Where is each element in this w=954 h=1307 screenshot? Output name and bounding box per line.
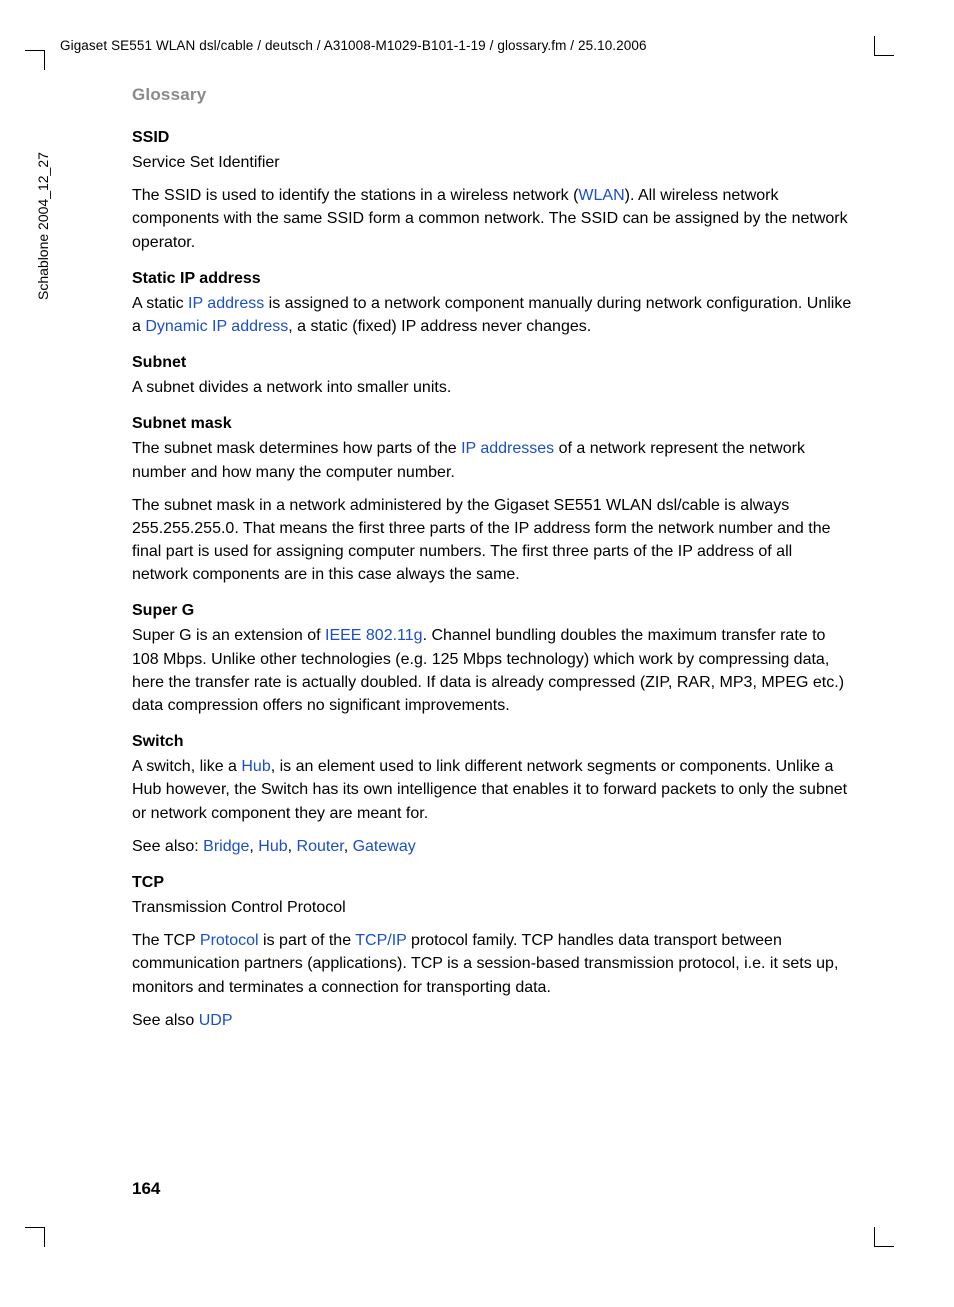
static-ip-body: A static IP address is assigned to a net… (132, 292, 852, 338)
subnet-mask-body2: The subnet mask in a network administere… (132, 494, 852, 587)
link-dynamic-ip[interactable]: Dynamic IP address (145, 318, 288, 335)
template-label: Schablone 2004_12_27 (35, 152, 51, 300)
text: See also: (132, 838, 203, 855)
page-number: 164 (132, 1179, 160, 1199)
section-title: Glossary (132, 85, 852, 105)
text: A static (132, 295, 188, 312)
link-hub2[interactable]: Hub (258, 838, 287, 855)
text: See also (132, 1012, 199, 1029)
glossary-content: Glossary SSID Service Set Identifier The… (132, 85, 852, 1042)
subnet-body: A subnet divides a network into smaller … (132, 376, 852, 399)
term-super-g: Super G (132, 602, 852, 620)
term-subnet: Subnet (132, 354, 852, 372)
text: , (344, 838, 353, 855)
ssid-body: The SSID is used to identify the station… (132, 184, 852, 254)
crop-mark-tl (25, 50, 45, 70)
term-ssid: SSID (132, 129, 852, 147)
switch-body: A switch, like a Hub, is an element used… (132, 755, 852, 825)
tcp-body: The TCP Protocol is part of the TCP/IP p… (132, 929, 852, 999)
text: , (288, 838, 297, 855)
link-ip-address[interactable]: IP address (188, 295, 264, 312)
text: , (249, 838, 258, 855)
tcp-subtitle: Transmission Control Protocol (132, 896, 852, 919)
ssid-subtitle: Service Set Identifier (132, 151, 852, 174)
link-router[interactable]: Router (297, 838, 344, 855)
crop-mark-tr (874, 36, 894, 56)
text: , a static (fixed) IP address never chan… (288, 318, 591, 335)
tcp-see-also: See also UDP (132, 1009, 852, 1032)
link-udp[interactable]: UDP (199, 1012, 233, 1029)
super-g-body: Super G is an extension of IEEE 802.11g.… (132, 624, 852, 717)
document-header: Gigaset SE551 WLAN dsl/cable / deutsch /… (60, 38, 647, 53)
text: Super G is an extension of (132, 627, 325, 644)
text: The SSID is used to identify the station… (132, 187, 578, 204)
link-wlan[interactable]: WLAN (578, 187, 624, 204)
link-hub[interactable]: Hub (241, 758, 270, 775)
link-tcpip[interactable]: TCP/IP (355, 932, 406, 949)
term-tcp: TCP (132, 874, 852, 892)
crop-mark-br (874, 1227, 894, 1247)
link-gateway[interactable]: Gateway (353, 838, 416, 855)
link-ieee[interactable]: IEEE 802.11g (325, 627, 423, 644)
crop-mark-bl (25, 1227, 45, 1247)
text: is part of the (259, 932, 356, 949)
text: The TCP (132, 932, 200, 949)
subnet-mask-body1: The subnet mask determines how parts of … (132, 437, 852, 483)
text: A switch, like a (132, 758, 241, 775)
term-static-ip: Static IP address (132, 270, 852, 288)
term-subnet-mask: Subnet mask (132, 415, 852, 433)
switch-see-also: See also: Bridge, Hub, Router, Gateway (132, 835, 852, 858)
link-protocol[interactable]: Protocol (200, 932, 259, 949)
link-bridge[interactable]: Bridge (203, 838, 249, 855)
text: The subnet mask determines how parts of … (132, 440, 461, 457)
term-switch: Switch (132, 733, 852, 751)
link-ip-addresses[interactable]: IP addresses (461, 440, 554, 457)
